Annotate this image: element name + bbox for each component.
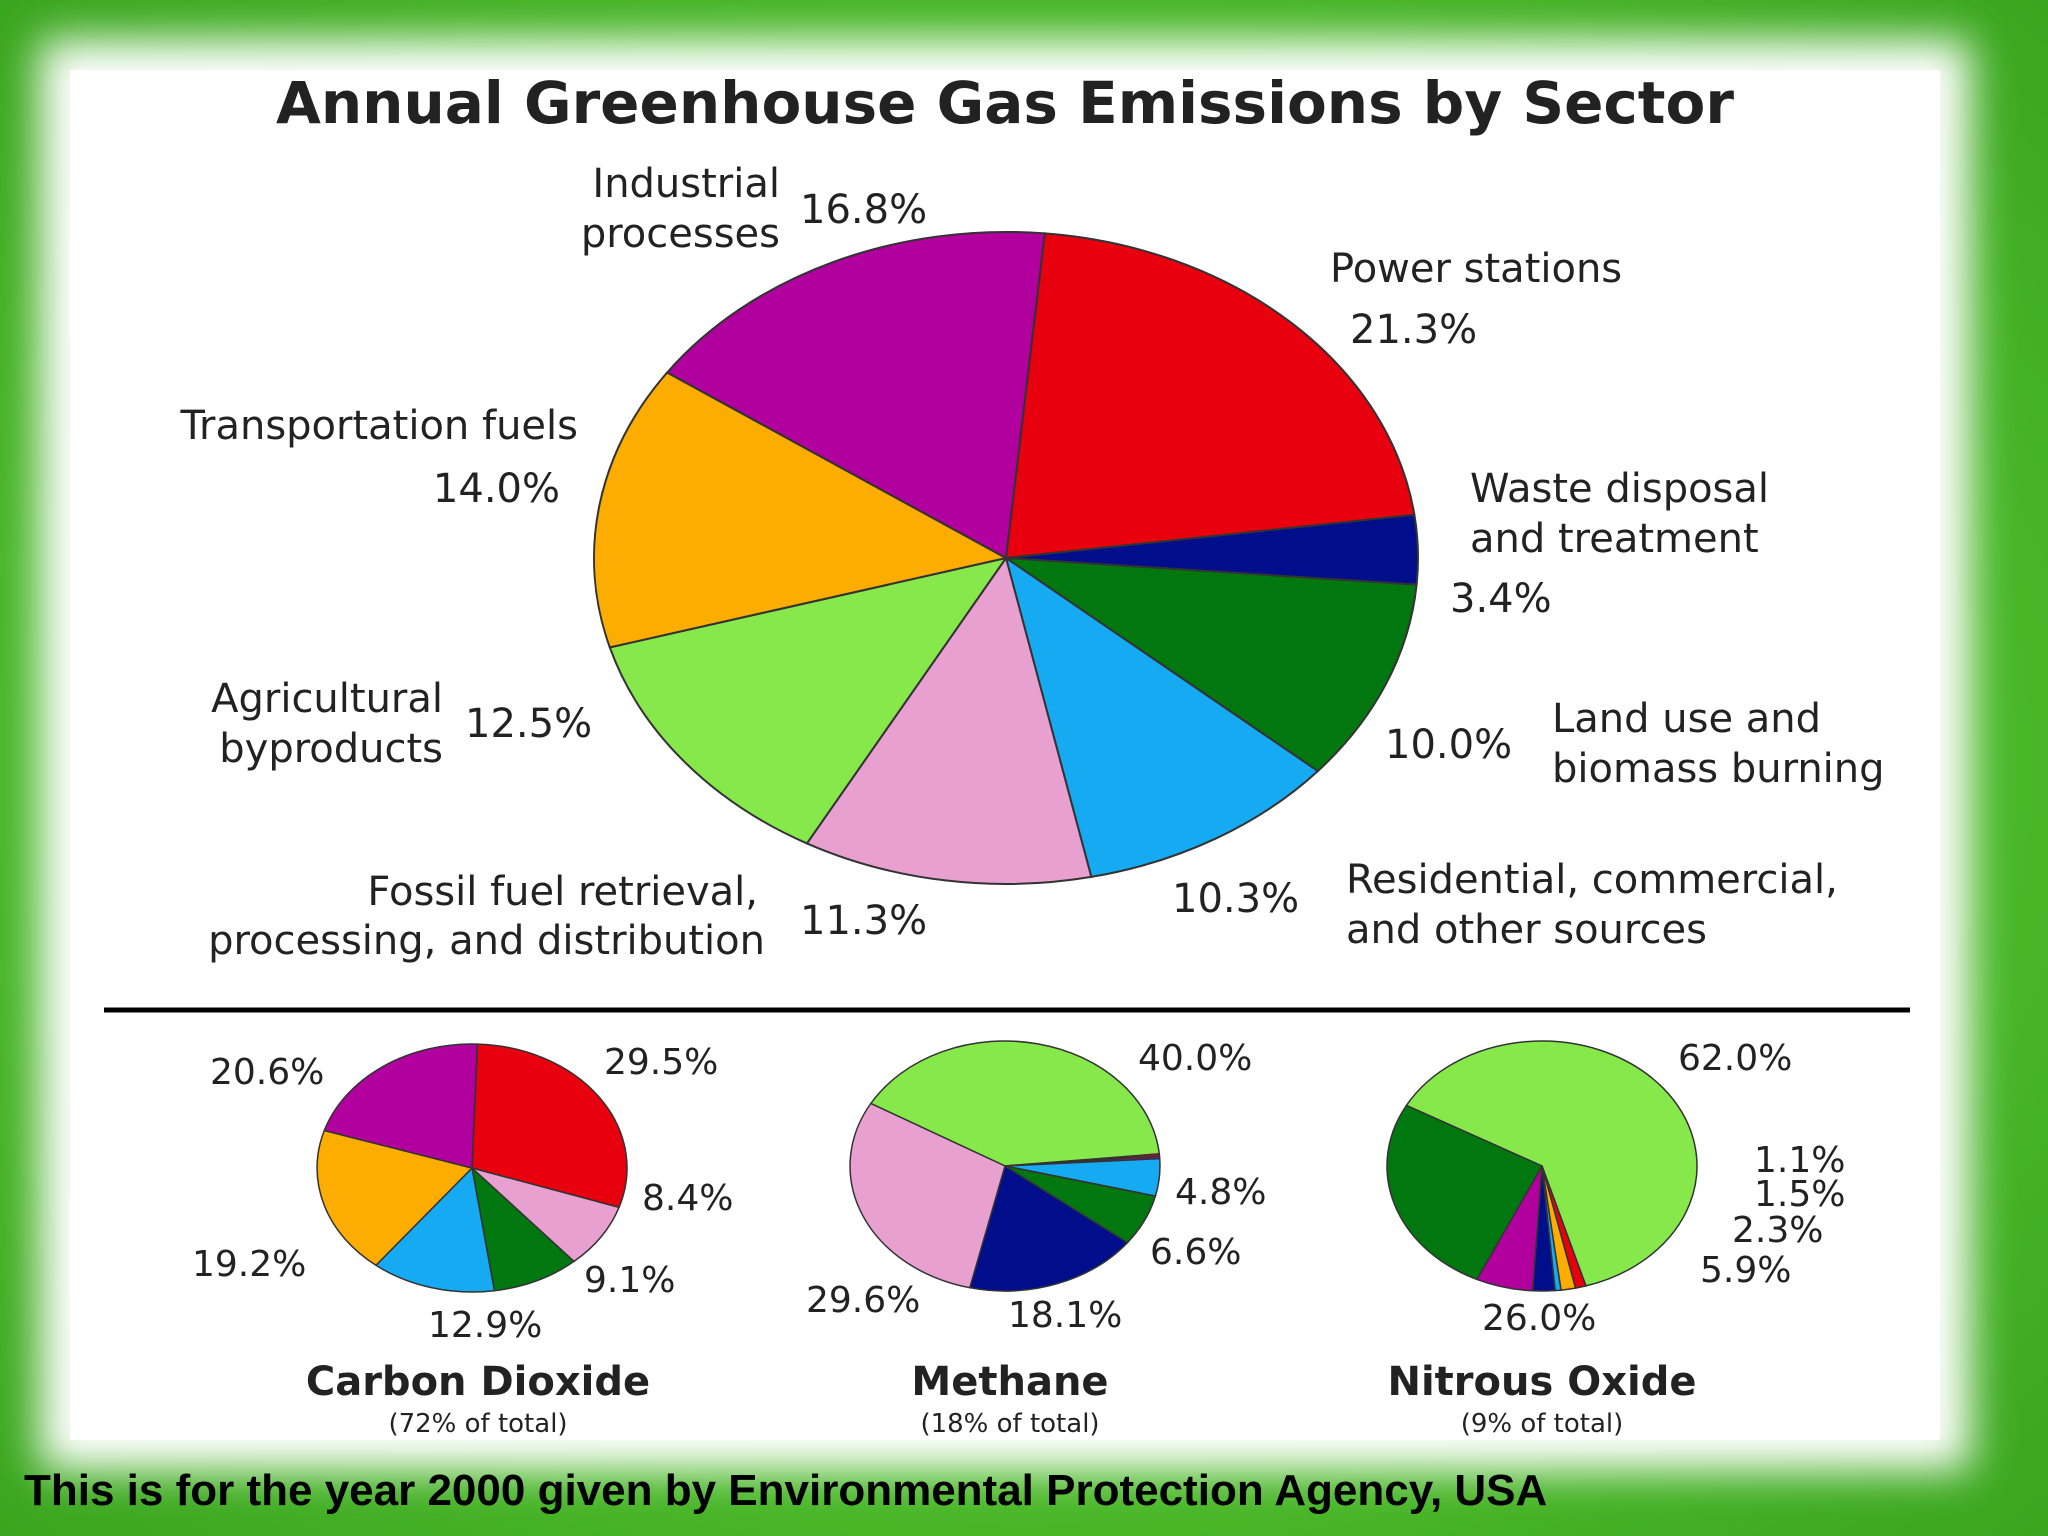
sector-pie-slice-7 (665, 230, 1046, 560)
methane-pie-slice-6 (849, 1102, 1006, 1289)
methane-value-residential: 4.8% (1175, 1172, 1266, 1213)
methane-value-waste: 18.1% (1008, 1295, 1122, 1336)
sector-pie-slice-3 (1004, 555, 1320, 879)
sector-pie-slice-6 (593, 371, 1009, 649)
value-waste: 3.4% (1450, 576, 1552, 622)
label-waste-1: Waste disposal (1470, 466, 1769, 512)
methane-title: Methane (911, 1359, 1108, 1405)
label-industrial-1: Industrial (592, 161, 780, 207)
n2o-value-waste: 2.3% (1732, 1210, 1823, 1251)
sector-pie-slice-2 (1002, 556, 1418, 773)
co2-value-industrial: 20.6% (210, 1052, 324, 1093)
label-land-1: Land use and (1552, 696, 1821, 742)
value-residential: 10.3% (1172, 876, 1299, 922)
methane-subtitle: (18% of total) (920, 1409, 1099, 1439)
co2-value-power: 29.5% (604, 1042, 718, 1083)
sector-pie-slice-0 (1004, 232, 1416, 560)
n2o-value-transport: 1.5% (1754, 1174, 1845, 1215)
n2o-subtitle: (9% of total) (1461, 1409, 1624, 1439)
sector-pie-slice-4 (805, 555, 1093, 885)
label-land-2: biomass burning (1552, 746, 1885, 792)
label-fossil-2: processing, and distribution (208, 918, 765, 964)
value-agricultural: 12.5% (465, 701, 592, 747)
n2o-pie-slice-0 (1405, 1040, 1698, 1287)
label-residential-1: Residential, commercial, (1346, 857, 1838, 903)
value-industrial: 16.8% (800, 187, 927, 233)
n2o-value-power: 1.1% (1754, 1140, 1845, 1181)
co2-title: Carbon Dioxide (306, 1359, 650, 1405)
value-fossil: 11.3% (800, 898, 927, 944)
label-fossil-1: Fossil fuel retrieval, (367, 869, 758, 915)
n2o-value-land: 26.0% (1482, 1298, 1596, 1339)
n2o-title: Nitrous Oxide (1387, 1359, 1696, 1405)
co2-value-residential: 12.9% (428, 1305, 542, 1346)
label-agricultural-1: Agricultural (211, 676, 443, 722)
methane-value-agricultural: 40.0% (1138, 1038, 1252, 1079)
label-power: Power stations (1330, 246, 1622, 292)
co2-value-transport: 19.2% (192, 1244, 306, 1285)
methane-pie-slice-0 (869, 1040, 1161, 1167)
n2o-value-industrial: 5.9% (1700, 1250, 1791, 1291)
label-waste-2: and treatment (1470, 516, 1759, 562)
co2-pie-slice-5 (323, 1043, 479, 1169)
source-footnote: This is for the year 2000 given by Envir… (24, 1466, 1548, 1515)
label-industrial-2: processes (581, 211, 780, 257)
co2-pie-slice-0 (471, 1043, 628, 1209)
value-transport: 14.0% (433, 466, 560, 512)
co2-pie-slice-3 (374, 1166, 496, 1293)
co2-value-fossil: 8.4% (642, 1178, 733, 1219)
label-transport: Transportation fuels (179, 403, 578, 449)
methane-value-land: 6.6% (1150, 1232, 1241, 1273)
value-power: 21.3% (1350, 307, 1477, 353)
co2-subtitle: (72% of total) (388, 1409, 567, 1439)
methane-pie-slice-5 (968, 1164, 1129, 1292)
label-residential-2: and other sources (1346, 907, 1707, 953)
label-agricultural-2: byproducts (219, 726, 443, 772)
co2-value-land: 9.1% (584, 1260, 675, 1301)
co2-pie-slice-4 (316, 1129, 474, 1267)
n2o-pie-slice-6 (1386, 1104, 1544, 1281)
co2-pie-slice-2 (470, 1165, 576, 1292)
value-land: 10.0% (1385, 722, 1512, 768)
sector-pie-slice-5 (608, 556, 1009, 845)
methane-value-fossil: 29.6% (806, 1280, 920, 1321)
chart-title: Annual Greenhouse Gas Emissions by Secto… (276, 69, 1734, 137)
n2o-value-agricultural: 62.0% (1678, 1038, 1792, 1079)
